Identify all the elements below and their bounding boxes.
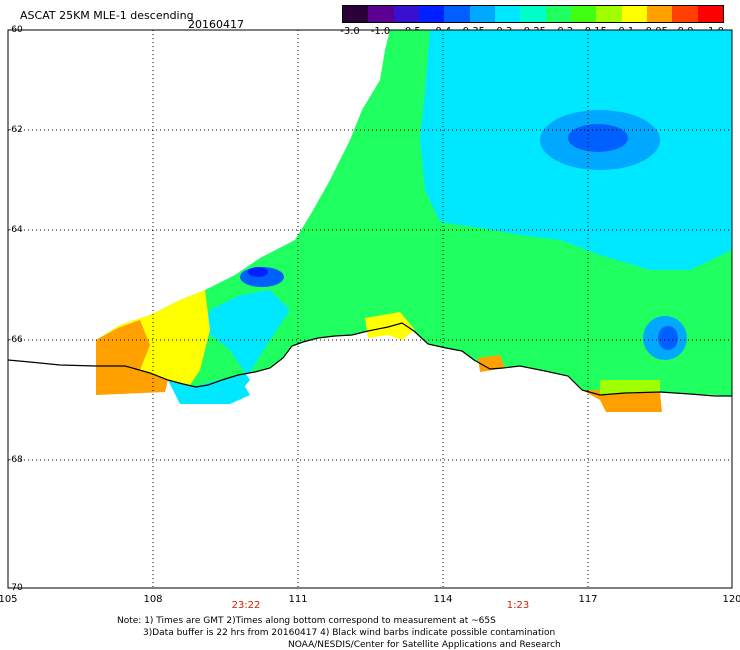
colorbar — [342, 5, 724, 23]
pass-time-label: 1:23 — [506, 600, 530, 611]
coastline — [7, 322, 732, 397]
region-orange-center — [478, 355, 505, 372]
wind-field-layer — [96, 30, 732, 412]
colorbar-swatch — [570, 6, 597, 22]
lat-label: -68 — [8, 455, 23, 465]
region-orange-east — [582, 390, 662, 412]
lat-label: -62 — [8, 125, 23, 135]
lat-label: -70 — [8, 583, 23, 593]
lon-label: 111 — [288, 594, 308, 605]
colorbar-swatch — [469, 6, 495, 22]
plot-frame — [7, 29, 733, 589]
colorbar-label: -1.0 — [370, 26, 391, 37]
lat-label: -60 — [8, 25, 23, 35]
region-yellowgreen-east — [600, 380, 660, 395]
colorbar-swatch — [418, 6, 445, 22]
colorbar-swatch — [697, 6, 723, 22]
colorbar-swatch — [368, 6, 394, 22]
colorbar-swatch — [672, 6, 698, 22]
colorbar-swatch — [621, 6, 647, 22]
footer-note-2: 3)Data buffer is 22 hrs from 20160417 4)… — [143, 628, 556, 638]
colorbar-swatch — [494, 6, 521, 22]
footer-note-1: Note: 1) Times are GMT 2)Times along bot… — [117, 616, 496, 626]
colorbar-swatch — [646, 6, 673, 22]
lon-label: 117 — [578, 594, 598, 605]
map-date: 20160417 — [188, 18, 244, 31]
lat-label: -64 — [8, 225, 23, 235]
lat-label: -66 — [8, 335, 23, 345]
lon-label: 105 — [0, 594, 18, 605]
colorbar-label: -3.0 — [340, 26, 360, 37]
colorbar-swatch — [444, 6, 470, 22]
region-blue-2 — [658, 326, 678, 350]
colorbar-swatch — [343, 6, 369, 22]
colorbar-swatch — [596, 6, 622, 22]
grid-lines — [8, 30, 732, 588]
lon-label: 114 — [433, 594, 453, 605]
region-cyan-west — [180, 290, 290, 392]
colorbar-swatch — [545, 6, 571, 22]
lon-label: 120 — [722, 594, 740, 605]
lon-label: 108 — [143, 594, 163, 605]
colorbar-swatch — [393, 6, 419, 22]
region-darkblue-west — [248, 267, 268, 277]
region-orange-west — [96, 320, 150, 370]
footer-credit: NOAA/NESDIS/Center for Satellite Applica… — [288, 640, 561, 650]
region-blue — [568, 124, 628, 152]
region-cyan-south — [168, 375, 250, 404]
pass-time-label: 23:22 — [231, 600, 261, 611]
colorbar-swatch — [520, 6, 546, 22]
map-title: ASCAT 25KM MLE-1 descending — [20, 9, 194, 22]
